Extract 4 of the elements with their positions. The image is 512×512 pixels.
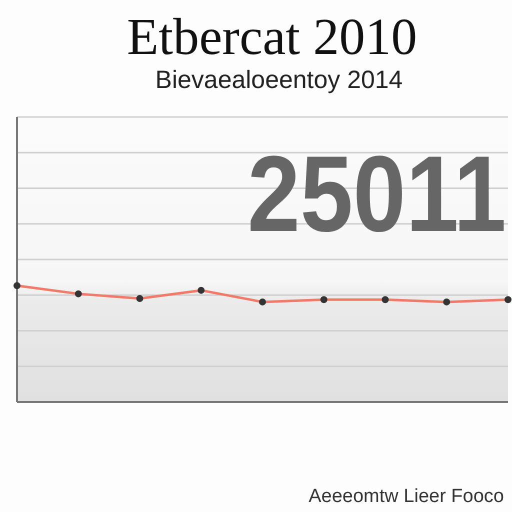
- chart-subtitle: Bievaealoeentoy 2014: [155, 66, 403, 94]
- text: Aeeeomtw Lieer Fooco: [308, 486, 504, 507]
- text: 25011: [246, 133, 506, 254]
- chart-title: Etbercat 2010: [126, 9, 418, 66]
